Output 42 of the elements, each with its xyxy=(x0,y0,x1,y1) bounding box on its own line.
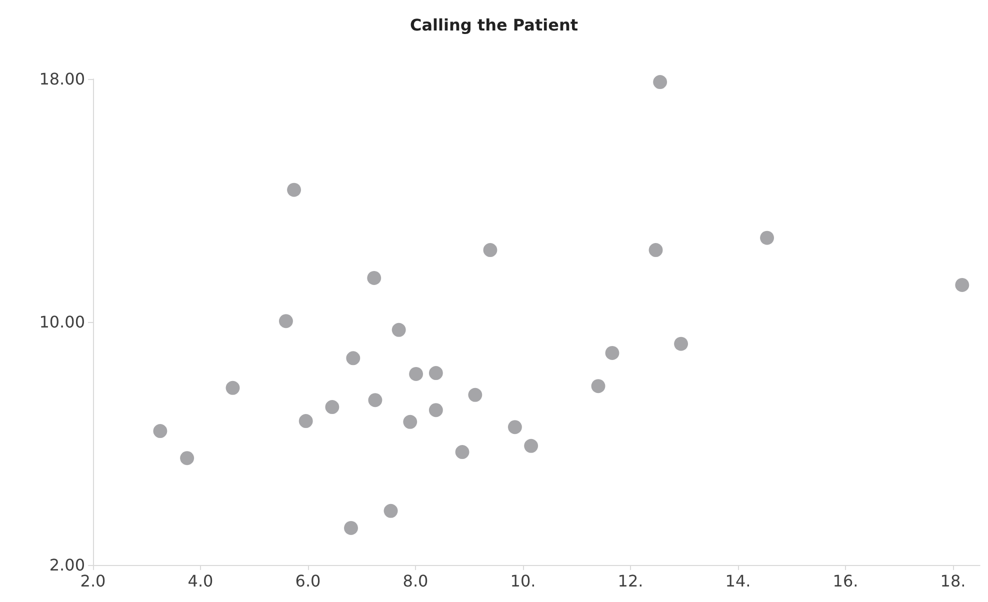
point xyxy=(653,75,668,90)
chart-title: Calling the Patient xyxy=(410,16,578,34)
point xyxy=(760,230,774,245)
point xyxy=(367,270,382,285)
x-tick-label: 18. xyxy=(940,572,966,590)
point xyxy=(287,182,302,197)
point xyxy=(674,336,688,351)
point xyxy=(180,451,194,466)
y-tick-label: 10.00 xyxy=(39,312,85,332)
point xyxy=(368,393,382,408)
point xyxy=(278,314,293,328)
y-tick-label: 18.00 xyxy=(39,70,85,88)
x-tick-label: 10. xyxy=(510,572,536,590)
x-tick-label: 14. xyxy=(725,572,751,590)
x-tick-label: 4.0 xyxy=(188,572,214,590)
x-tick-label: 2.0 xyxy=(80,572,106,590)
point xyxy=(648,243,663,258)
point xyxy=(344,520,358,535)
point xyxy=(468,388,482,402)
point xyxy=(384,504,398,518)
point xyxy=(524,438,538,453)
x-tick-label: 6.0 xyxy=(295,572,321,590)
point xyxy=(409,366,424,381)
point xyxy=(955,278,970,292)
y-tick-label: 2.00 xyxy=(49,556,85,574)
point xyxy=(455,445,470,459)
point xyxy=(428,403,443,418)
point xyxy=(605,346,620,360)
x-tick-label: 12. xyxy=(618,572,644,590)
x-tick-label: 8.0 xyxy=(402,572,428,590)
x-tick-label: 16. xyxy=(832,572,858,590)
point xyxy=(392,322,406,337)
point xyxy=(226,380,240,395)
point xyxy=(591,379,606,394)
point xyxy=(403,414,418,429)
point xyxy=(483,243,498,258)
point xyxy=(325,400,340,414)
point xyxy=(153,424,168,438)
point xyxy=(298,414,313,428)
point xyxy=(428,366,443,380)
point xyxy=(508,420,522,434)
point xyxy=(346,351,360,366)
